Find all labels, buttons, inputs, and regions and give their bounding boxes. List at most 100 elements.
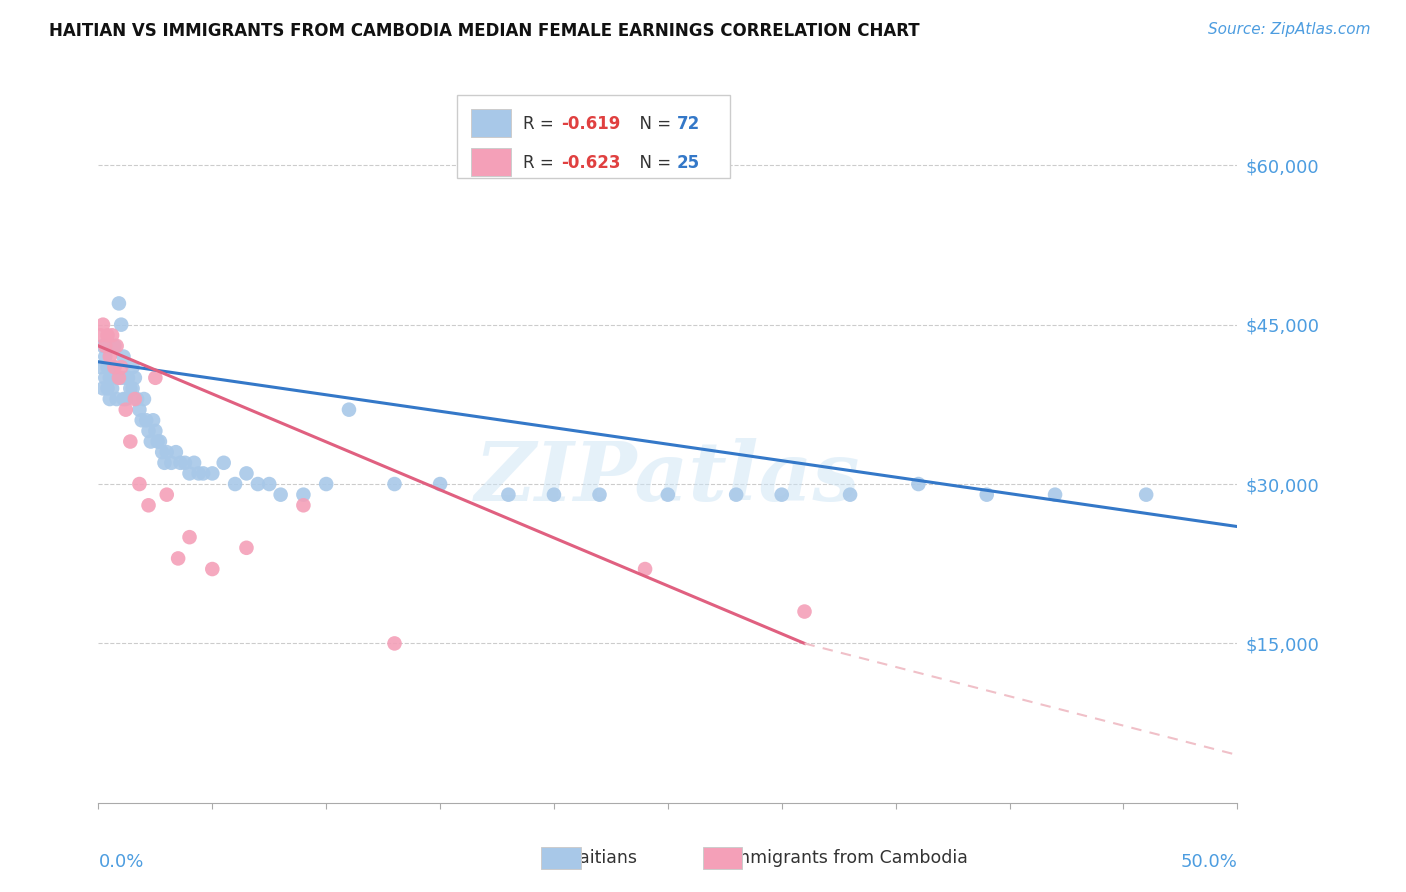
Point — [105, 339, 128, 353]
Point — [110, 371, 132, 385]
Point — [131, 413, 153, 427]
Point — [149, 434, 172, 449]
Point — [224, 477, 246, 491]
Point — [117, 371, 139, 385]
Point — [187, 467, 209, 481]
Point — [174, 456, 197, 470]
Point — [110, 318, 132, 332]
Point — [165, 445, 187, 459]
Point — [657, 488, 679, 502]
Text: 72: 72 — [676, 115, 700, 133]
Point — [98, 350, 121, 364]
Point — [138, 424, 160, 438]
Text: 50.0%: 50.0% — [1181, 854, 1237, 871]
Point — [179, 530, 201, 544]
Text: 25: 25 — [676, 153, 700, 172]
Point — [315, 477, 337, 491]
Point — [120, 434, 142, 449]
Point — [96, 328, 118, 343]
Point — [179, 467, 201, 481]
Point — [201, 467, 224, 481]
Point — [103, 360, 125, 375]
Point — [193, 467, 215, 481]
Point — [135, 413, 157, 427]
Point — [183, 456, 205, 470]
Point — [770, 488, 793, 502]
Text: Haitians: Haitians — [567, 849, 637, 867]
Point — [132, 392, 155, 406]
Point — [127, 392, 149, 406]
Point — [160, 456, 183, 470]
Point — [112, 350, 135, 364]
Point — [153, 456, 176, 470]
Point — [94, 371, 117, 385]
Point — [146, 434, 169, 449]
Text: R =: R = — [523, 153, 560, 172]
Point — [110, 360, 132, 375]
Point — [138, 498, 160, 512]
Text: ZIPatlas: ZIPatlas — [475, 438, 860, 517]
Point — [976, 488, 998, 502]
Point — [156, 488, 179, 502]
Point — [156, 445, 179, 459]
Point — [121, 360, 143, 375]
Point — [235, 467, 257, 481]
Point — [94, 339, 117, 353]
Point — [98, 392, 121, 406]
Point — [91, 381, 114, 395]
Point — [498, 488, 520, 502]
Point — [120, 381, 142, 395]
Point — [101, 381, 124, 395]
Text: 0.0%: 0.0% — [98, 854, 143, 871]
Point — [112, 392, 135, 406]
Point — [90, 360, 112, 375]
Point — [725, 488, 748, 502]
Point — [121, 381, 143, 395]
Point — [793, 605, 815, 619]
Point — [1135, 488, 1157, 502]
Point — [1043, 488, 1066, 502]
Point — [114, 402, 136, 417]
Point — [90, 328, 112, 343]
Point — [384, 477, 406, 491]
Point — [292, 488, 315, 502]
FancyBboxPatch shape — [471, 148, 510, 176]
Point — [101, 328, 124, 343]
Point — [103, 360, 125, 375]
Point — [201, 562, 224, 576]
Point — [292, 498, 315, 512]
Point — [114, 371, 136, 385]
Point — [429, 477, 451, 491]
Point — [907, 477, 929, 491]
Point — [91, 339, 114, 353]
Text: N =: N = — [628, 153, 676, 172]
Point — [105, 392, 128, 406]
FancyBboxPatch shape — [457, 95, 731, 178]
Point — [91, 318, 114, 332]
Point — [150, 445, 173, 459]
Point — [108, 296, 131, 310]
Text: HAITIAN VS IMMIGRANTS FROM CAMBODIA MEDIAN FEMALE EARNINGS CORRELATION CHART: HAITIAN VS IMMIGRANTS FROM CAMBODIA MEDI… — [49, 22, 920, 40]
Text: N =: N = — [628, 115, 676, 133]
Point — [259, 477, 281, 491]
Point — [169, 456, 191, 470]
Point — [105, 371, 128, 385]
Point — [337, 402, 360, 417]
Point — [128, 402, 150, 417]
Point — [101, 360, 124, 375]
Point — [94, 350, 117, 364]
FancyBboxPatch shape — [471, 110, 510, 136]
Point — [96, 360, 118, 375]
Text: -0.623: -0.623 — [561, 153, 620, 172]
Point — [124, 371, 146, 385]
Text: R =: R = — [523, 115, 560, 133]
Point — [108, 371, 131, 385]
Point — [114, 392, 136, 406]
Point — [634, 562, 657, 576]
Point — [246, 477, 269, 491]
Point — [103, 339, 125, 353]
Text: Immigrants from Cambodia: Immigrants from Cambodia — [728, 849, 969, 867]
Point — [212, 456, 235, 470]
Point — [139, 434, 162, 449]
Point — [167, 551, 190, 566]
